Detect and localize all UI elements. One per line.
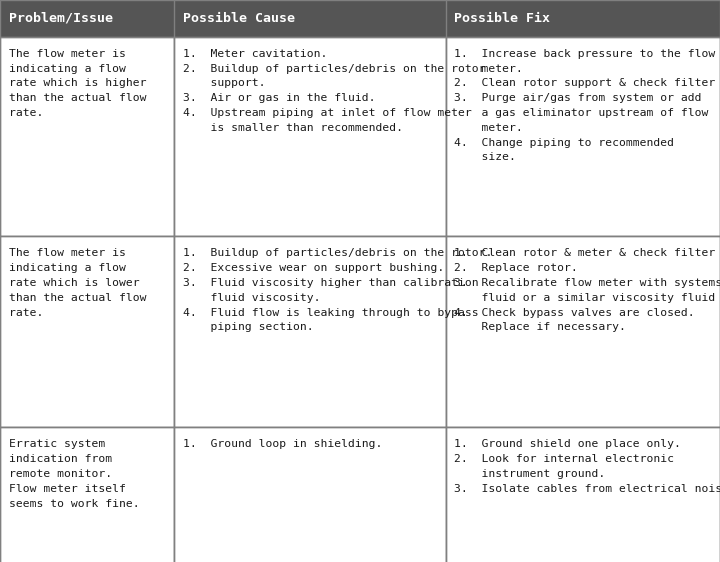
Text: Possible Fix: Possible Fix [454, 12, 550, 25]
Bar [446, 0, 720, 37]
Bar [0, 236, 174, 427]
Bar [174, 427, 446, 562]
Text: 1.  Clean rotor & meter & check filter
2.  Replace rotor.
3.  Recalibrate flow m: 1. Clean rotor & meter & check filter 2.… [454, 248, 720, 332]
Bar [174, 37, 446, 236]
Bar [0, 427, 174, 562]
Text: 1.  Buildup of particles/debris on the rotor.
2.  Excessive wear on support bush: 1. Buildup of particles/debris on the ro… [183, 248, 492, 332]
Text: 1.  Ground shield one place only.
2.  Look for internal electronic
    instrumen: 1. Ground shield one place only. 2. Look… [454, 439, 720, 494]
Bar [446, 427, 720, 562]
Text: Possible Cause: Possible Cause [183, 12, 295, 25]
Text: Erratic system
indication from
remote monitor.
Flow meter itself
seems to work f: Erratic system indication from remote mo… [9, 439, 139, 509]
Text: The flow meter is
indicating a flow
rate which is lower
than the actual flow
rat: The flow meter is indicating a flow rate… [9, 248, 146, 318]
Text: Problem/Issue: Problem/Issue [9, 12, 112, 25]
Bar [174, 0, 446, 37]
Bar [0, 37, 174, 236]
Bar [0, 0, 174, 37]
Text: 1.  Meter cavitation.
2.  Buildup of particles/debris on the rotor
    support.
: 1. Meter cavitation. 2. Buildup of parti… [183, 49, 485, 133]
Bar [174, 236, 446, 427]
Bar [446, 37, 720, 236]
Text: The flow meter is
indicating a flow
rate which is higher
than the actual flow
ra: The flow meter is indicating a flow rate… [9, 49, 146, 118]
Text: 1.  Increase back pressure to the flow
    meter.
2.  Clean rotor support & chec: 1. Increase back pressure to the flow me… [454, 49, 716, 162]
Bar [446, 236, 720, 427]
Text: 1.  Ground loop in shielding.: 1. Ground loop in shielding. [183, 439, 382, 450]
